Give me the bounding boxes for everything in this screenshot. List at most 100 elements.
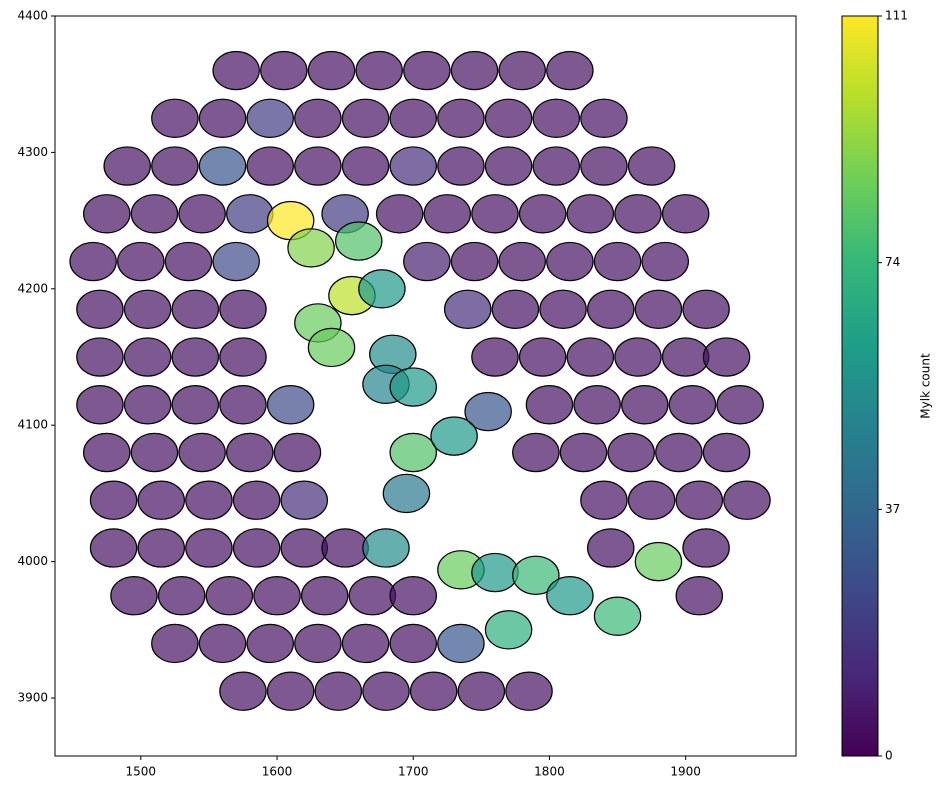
cell	[546, 241, 594, 282]
cell	[641, 241, 689, 282]
cell	[437, 146, 485, 186]
cell	[83, 432, 131, 473]
colorbar	[841, 15, 879, 757]
cell	[389, 623, 437, 664]
cell	[219, 385, 267, 425]
cell	[702, 432, 751, 473]
colorbar-tick-label: 74	[885, 255, 900, 269]
cell	[226, 432, 274, 473]
cell	[164, 241, 213, 282]
x-tick-label: 1700	[398, 765, 429, 779]
cell	[409, 671, 458, 711]
cell	[130, 194, 179, 234]
cell	[362, 671, 410, 711]
cell	[586, 289, 635, 329]
cell	[593, 596, 642, 636]
cell	[498, 50, 546, 91]
cell	[334, 221, 383, 261]
cell	[559, 432, 608, 473]
cell	[130, 432, 179, 473]
cell	[157, 576, 206, 616]
cell	[294, 623, 342, 664]
x-tick-label: 1500	[126, 765, 157, 779]
cell	[661, 337, 710, 377]
x-tick-label: 1600	[262, 765, 293, 779]
x-tick-label: 1900	[670, 765, 701, 779]
cell	[151, 623, 199, 664]
cell	[280, 528, 329, 568]
cell	[566, 337, 615, 377]
cell	[723, 480, 771, 520]
cell	[423, 194, 472, 234]
cell	[185, 480, 233, 520]
cell	[471, 194, 519, 234]
cell	[668, 385, 717, 425]
cell	[532, 146, 581, 186]
cell	[505, 671, 553, 711]
cell	[212, 50, 260, 91]
cell	[219, 289, 267, 329]
cell	[607, 432, 655, 473]
cell	[246, 623, 294, 664]
cell	[362, 528, 410, 568]
cell	[103, 146, 151, 186]
x-tick-label: 1800	[534, 765, 565, 779]
y-tick-label: 4400	[17, 9, 48, 23]
cell	[403, 50, 451, 91]
cell	[307, 50, 356, 91]
cell	[300, 576, 349, 616]
cell	[348, 576, 397, 616]
cell	[403, 241, 451, 282]
cell	[655, 432, 703, 473]
cell	[110, 576, 158, 616]
colorbar-tick-label: 111	[885, 9, 908, 23]
cell	[232, 480, 281, 520]
cell	[151, 98, 199, 139]
cell	[314, 671, 363, 711]
cell	[375, 194, 424, 234]
plot-frame	[54, 15, 797, 757]
cell	[621, 385, 669, 425]
cell	[260, 50, 308, 91]
cell	[389, 576, 437, 616]
cell	[341, 98, 390, 139]
cell	[518, 337, 567, 377]
cell	[76, 289, 124, 329]
cell	[682, 528, 730, 568]
cell	[307, 327, 356, 368]
cell	[682, 289, 730, 329]
cell	[512, 432, 560, 473]
colorbar-tick-label: 37	[885, 502, 900, 516]
cell	[484, 146, 533, 186]
cell	[627, 146, 676, 186]
cell	[498, 241, 546, 282]
cell	[232, 528, 281, 568]
cell	[450, 50, 499, 91]
cell	[382, 473, 431, 514]
cell	[212, 241, 260, 282]
cell	[341, 146, 390, 186]
cell	[178, 432, 226, 473]
cell	[532, 98, 581, 139]
cell	[151, 146, 199, 186]
cell	[389, 367, 437, 407]
cell	[450, 241, 499, 282]
cell	[437, 98, 485, 139]
cell	[634, 289, 683, 329]
cell	[457, 671, 506, 711]
cell	[716, 385, 764, 425]
cell	[321, 528, 369, 568]
cell	[471, 337, 519, 377]
cell	[389, 98, 437, 139]
cell	[178, 194, 226, 234]
cell	[253, 576, 301, 616]
cell	[266, 385, 315, 425]
cell	[443, 289, 492, 329]
cell	[137, 480, 186, 520]
cell	[273, 432, 322, 473]
cell	[205, 576, 254, 616]
cell	[471, 552, 519, 593]
cell	[546, 576, 594, 616]
cell	[294, 98, 342, 139]
